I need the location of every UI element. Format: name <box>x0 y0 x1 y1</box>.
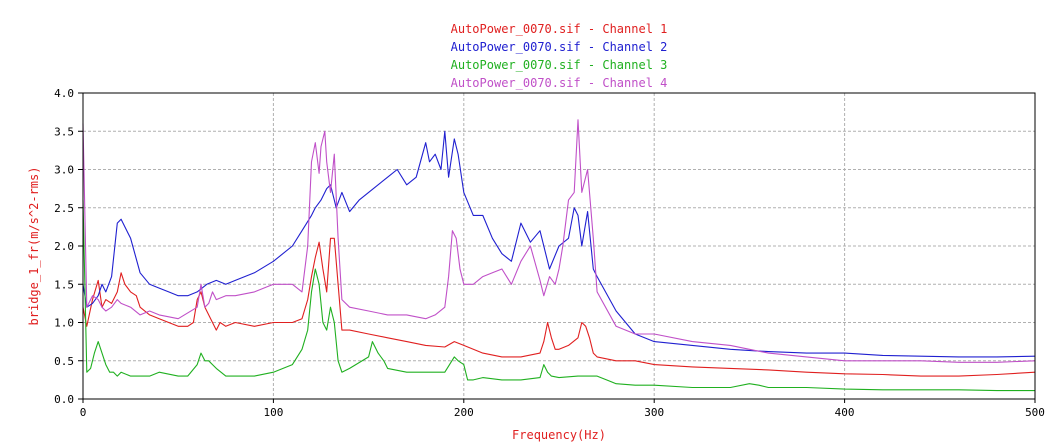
series-layer <box>82 119 1036 392</box>
x-tick-label: 300 <box>644 406 664 419</box>
y-tick-label: 3.0 <box>54 164 74 177</box>
series-line-channel-2 <box>82 130 1036 358</box>
series-line-channel-3 <box>82 200 1035 392</box>
y-tick-label: 1.5 <box>54 278 74 291</box>
legend-entry-channel-1: AutoPower_0070.sif - Channel 1 <box>451 22 668 36</box>
y-tick-label: 4.0 <box>54 87 74 100</box>
legend-entry-channel-2: AutoPower_0070.sif - Channel 2 <box>451 40 668 54</box>
y-tick-label: 3.5 <box>54 125 74 138</box>
x-tick-label: 400 <box>835 406 855 419</box>
series-line-channel-4 <box>82 119 1036 363</box>
y-axis-label: bridge_1_fr(m/s^2-rms) <box>27 167 41 326</box>
x-axis-ticks: 0 100 200 300 400 500 <box>80 399 1045 419</box>
series-line-channel-1 <box>82 237 1036 377</box>
y-tick-label: 1.0 <box>54 317 74 330</box>
x-tick-label: 0 <box>80 406 87 419</box>
x-tick-label: 200 <box>454 406 474 419</box>
y-tick-label: 0.5 <box>54 355 74 368</box>
x-tick-label: 500 <box>1025 406 1045 419</box>
y-tick-label: 0.0 <box>54 393 74 406</box>
legend-entry-channel-3: AutoPower_0070.sif - Channel 3 <box>451 58 668 72</box>
legend: AutoPower_0070.sif - Channel 1 AutoPower_… <box>451 22 668 90</box>
legend-entry-channel-4: AutoPower_0070.sif - Channel 4 <box>451 76 668 90</box>
x-axis-label: Frequency(Hz) <box>512 428 606 442</box>
x-tick-label: 100 <box>263 406 283 419</box>
y-tick-label: 2.5 <box>54 202 74 215</box>
y-axis-ticks: 0.0 0.5 1.0 1.5 2.0 2.5 3.0 3.5 4.0 <box>54 87 83 406</box>
y-tick-label: 2.0 <box>54 240 74 253</box>
